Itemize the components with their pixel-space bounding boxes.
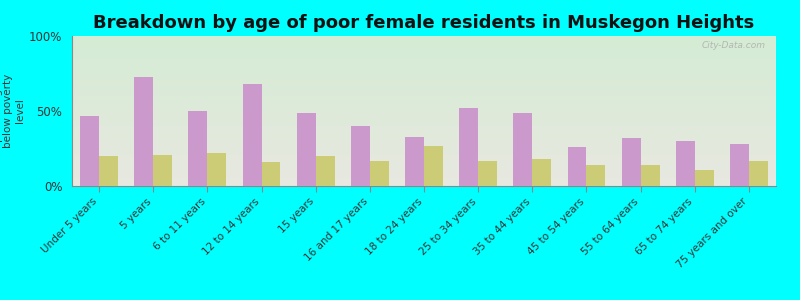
Bar — [297, 112, 316, 186]
Bar — [730, 144, 749, 186]
Bar — [99, 156, 118, 186]
Bar — [134, 76, 154, 186]
Bar — [641, 165, 659, 186]
Bar — [567, 147, 586, 186]
Bar — [749, 160, 768, 186]
Bar — [405, 136, 424, 186]
Bar — [370, 160, 389, 186]
Bar — [694, 169, 714, 186]
Bar — [351, 126, 370, 186]
Bar — [676, 141, 694, 186]
Bar — [459, 108, 478, 186]
Bar — [586, 165, 606, 186]
Y-axis label: percentage
below poverty
level: percentage below poverty level — [0, 74, 25, 148]
Title: Breakdown by age of poor female residents in Muskegon Heights: Breakdown by age of poor female resident… — [94, 14, 754, 32]
Bar — [207, 153, 226, 186]
Bar — [478, 160, 497, 186]
Bar — [189, 111, 207, 186]
Text: City-Data.com: City-Data.com — [702, 40, 766, 50]
Bar — [242, 84, 262, 186]
Bar — [262, 162, 281, 186]
Bar — [514, 112, 532, 186]
Bar — [80, 116, 99, 186]
Bar — [154, 154, 172, 186]
Bar — [532, 159, 551, 186]
Bar — [424, 146, 443, 186]
Bar — [622, 138, 641, 186]
Bar — [316, 156, 334, 186]
